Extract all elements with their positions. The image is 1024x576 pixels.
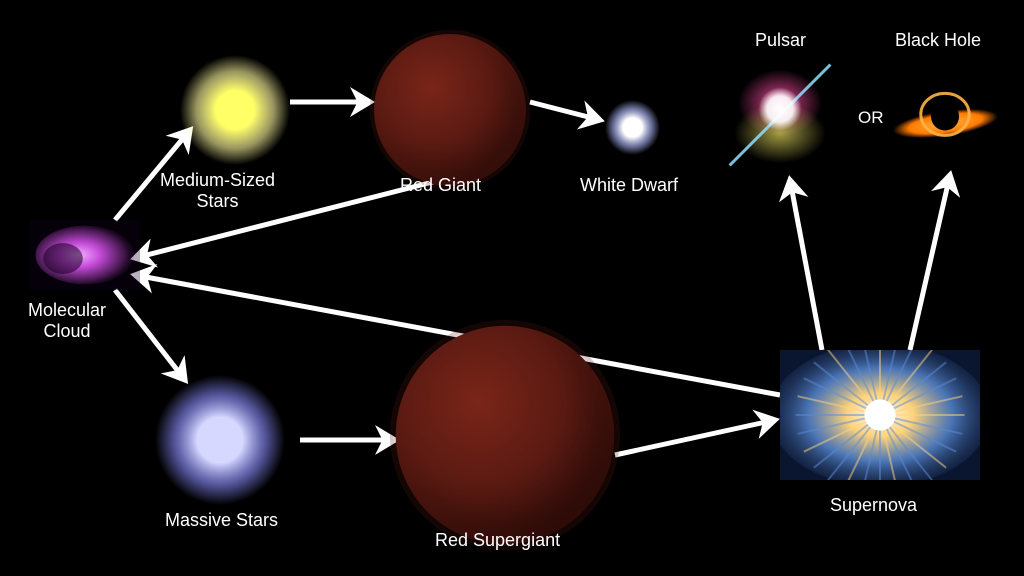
medium_star-label: Medium-Sized Stars — [160, 170, 275, 212]
white_dwarf-graphic — [605, 100, 660, 155]
molecular_cloud-graphic — [30, 220, 140, 290]
red_supergiant-label: Red Supergiant — [435, 530, 560, 551]
or_text-label: OR — [858, 108, 884, 128]
massive_star-graphic — [155, 375, 285, 505]
arrow-3 — [115, 290, 185, 380]
massive_star-label: Massive Stars — [165, 510, 278, 531]
arrow-2 — [530, 102, 600, 120]
red_giant-graphic — [370, 30, 530, 190]
supernova-label: Supernova — [830, 495, 917, 516]
molecular_cloud-label: Molecular Cloud — [28, 300, 106, 342]
medium_star-graphic — [180, 55, 290, 165]
pulsar-graphic — [720, 55, 840, 175]
arrow-5 — [615, 420, 775, 455]
red_giant-label: Red Giant — [400, 175, 481, 196]
white_dwarf-label: White Dwarf — [580, 175, 678, 196]
arrow-9 — [910, 175, 950, 350]
black_hole-label: Black Hole — [895, 30, 981, 51]
supernova-graphic — [780, 350, 980, 480]
arrow-8 — [790, 180, 822, 350]
black_hole-graphic — [890, 85, 1000, 155]
pulsar-label: Pulsar — [755, 30, 806, 51]
stellar-evolution-diagram: Molecular Cloud Medium-Sized Stars Red Gia… — [0, 0, 1024, 576]
red_supergiant-graphic — [390, 320, 620, 550]
